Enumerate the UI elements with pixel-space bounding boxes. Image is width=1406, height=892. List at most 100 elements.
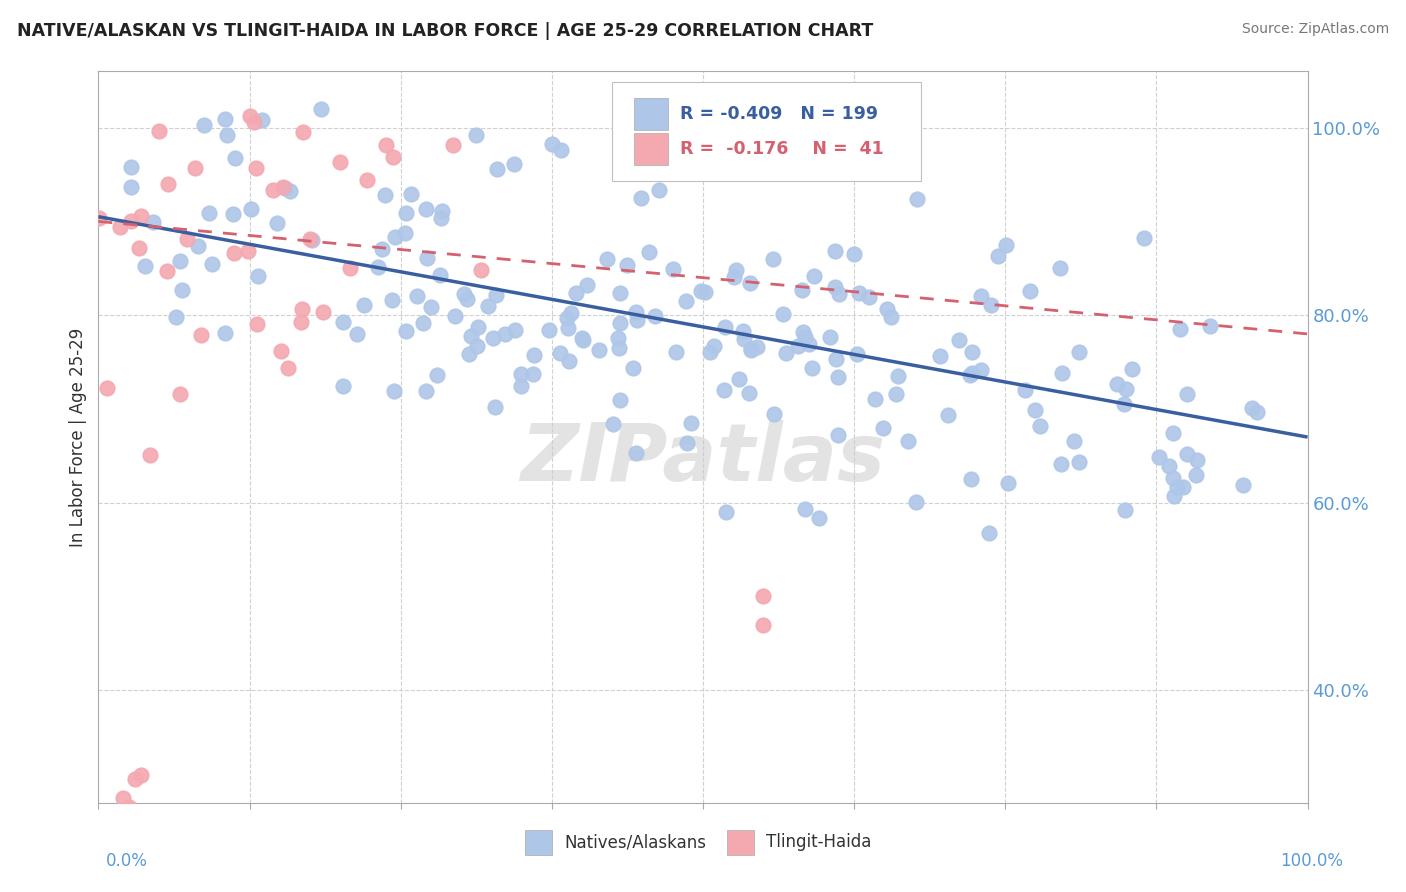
- Point: [630, 191, 652, 205]
- Point: [245, 161, 267, 175]
- Point: [148, 124, 170, 138]
- FancyBboxPatch shape: [526, 830, 551, 855]
- Point: [1052, 366, 1074, 380]
- Point: [738, 386, 761, 401]
- Text: Tlingit-Haida: Tlingit-Haida: [766, 833, 872, 851]
- Point: [1067, 345, 1090, 359]
- Point: [381, 150, 404, 164]
- Point: [299, 232, 322, 246]
- Point: [541, 137, 564, 152]
- Point: [187, 239, 209, 253]
- Point: [609, 285, 631, 300]
- Point: [897, 434, 920, 449]
- Point: [572, 333, 595, 347]
- Point: [1161, 426, 1184, 441]
- Point: [120, 179, 142, 194]
- Point: [824, 244, 846, 258]
- Point: [395, 324, 418, 338]
- Point: [193, 118, 215, 132]
- Y-axis label: In Labor Force | Age 25-29: In Labor Force | Age 25-29: [69, 327, 87, 547]
- Point: [571, 331, 593, 345]
- Point: [970, 289, 993, 303]
- Point: [980, 298, 1002, 312]
- Point: [374, 188, 396, 202]
- Point: [1018, 284, 1040, 298]
- Point: [621, 360, 644, 375]
- Point: [486, 162, 509, 177]
- Point: [745, 340, 768, 354]
- Point: [734, 332, 756, 346]
- Point: [190, 328, 212, 343]
- Point: [637, 245, 659, 260]
- Point: [1029, 418, 1052, 433]
- Point: [962, 367, 984, 381]
- Point: [803, 268, 825, 283]
- Point: [270, 344, 292, 359]
- Point: [879, 310, 901, 324]
- Point: [794, 501, 817, 516]
- Point: [415, 384, 437, 398]
- Point: [419, 300, 441, 314]
- Point: [290, 315, 312, 329]
- Point: [1175, 447, 1198, 461]
- Point: [960, 472, 983, 486]
- Text: R =  -0.176    N =  41: R = -0.176 N = 41: [681, 140, 884, 158]
- Point: [872, 420, 894, 434]
- Point: [381, 293, 404, 307]
- Point: [201, 257, 224, 271]
- Point: [239, 202, 262, 216]
- Point: [291, 301, 314, 316]
- Point: [602, 417, 624, 432]
- Point: [1114, 502, 1136, 516]
- Point: [523, 348, 546, 362]
- Point: [332, 378, 354, 392]
- Point: [555, 310, 578, 325]
- Point: [731, 325, 754, 339]
- Point: [384, 230, 406, 244]
- Point: [224, 151, 246, 165]
- Point: [118, 800, 141, 814]
- Point: [111, 791, 134, 805]
- Point: [979, 525, 1001, 540]
- Point: [339, 261, 361, 276]
- Point: [728, 372, 751, 386]
- Point: [522, 367, 544, 381]
- Point: [807, 511, 830, 525]
- Point: [238, 244, 260, 258]
- Point: [465, 339, 488, 353]
- Point: [467, 320, 489, 334]
- Point: [752, 590, 775, 604]
- FancyBboxPatch shape: [634, 133, 668, 165]
- Point: [675, 435, 697, 450]
- Point: [1063, 434, 1085, 449]
- Point: [375, 137, 398, 152]
- Point: [794, 330, 817, 344]
- Point: [460, 328, 482, 343]
- Point: [110, 220, 132, 235]
- Point: [245, 317, 267, 331]
- Text: Natives/Alaskans: Natives/Alaskans: [564, 833, 706, 851]
- Point: [790, 284, 813, 298]
- Point: [747, 162, 769, 177]
- Point: [1159, 459, 1181, 474]
- Point: [607, 341, 630, 355]
- Point: [120, 213, 142, 227]
- Point: [846, 347, 869, 361]
- Point: [481, 331, 503, 345]
- Point: [134, 259, 156, 273]
- Point: [1112, 397, 1135, 411]
- Point: [441, 137, 464, 152]
- Point: [905, 495, 928, 509]
- Point: [588, 343, 610, 358]
- Point: [505, 323, 527, 337]
- Point: [250, 113, 273, 128]
- FancyBboxPatch shape: [613, 82, 921, 181]
- Point: [740, 343, 762, 358]
- Point: [560, 306, 582, 320]
- Point: [503, 157, 526, 171]
- Point: [703, 338, 725, 352]
- Point: [217, 128, 239, 142]
- Point: [169, 254, 191, 268]
- Point: [243, 115, 266, 129]
- Point: [550, 143, 572, 157]
